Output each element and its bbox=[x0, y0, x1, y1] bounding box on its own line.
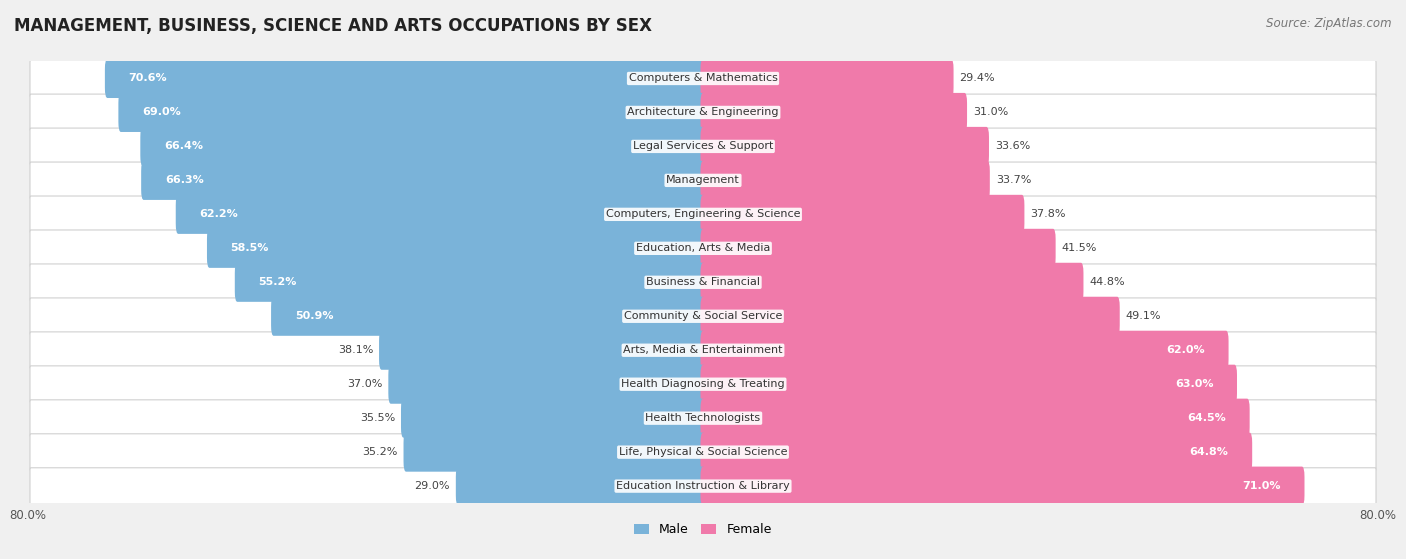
Text: 35.2%: 35.2% bbox=[363, 447, 398, 457]
FancyBboxPatch shape bbox=[235, 263, 706, 302]
Text: 37.8%: 37.8% bbox=[1031, 210, 1066, 219]
Text: Legal Services & Support: Legal Services & Support bbox=[633, 141, 773, 151]
FancyBboxPatch shape bbox=[30, 366, 1376, 402]
Text: 71.0%: 71.0% bbox=[1243, 481, 1281, 491]
FancyBboxPatch shape bbox=[700, 433, 1253, 472]
FancyBboxPatch shape bbox=[30, 468, 1376, 504]
FancyBboxPatch shape bbox=[700, 399, 1250, 438]
Text: 29.4%: 29.4% bbox=[959, 73, 995, 83]
Text: Business & Financial: Business & Financial bbox=[645, 277, 761, 287]
FancyBboxPatch shape bbox=[700, 297, 1119, 336]
FancyBboxPatch shape bbox=[30, 332, 1376, 368]
FancyBboxPatch shape bbox=[105, 59, 706, 98]
FancyBboxPatch shape bbox=[30, 162, 1376, 199]
Text: 33.6%: 33.6% bbox=[995, 141, 1031, 151]
Text: 66.3%: 66.3% bbox=[165, 176, 204, 186]
Text: Health Diagnosing & Treating: Health Diagnosing & Treating bbox=[621, 379, 785, 389]
Text: 69.0%: 69.0% bbox=[142, 107, 181, 117]
FancyBboxPatch shape bbox=[404, 433, 706, 472]
Text: Community & Social Service: Community & Social Service bbox=[624, 311, 782, 321]
Text: Health Technologists: Health Technologists bbox=[645, 413, 761, 423]
Text: 63.0%: 63.0% bbox=[1175, 379, 1213, 389]
FancyBboxPatch shape bbox=[700, 229, 1056, 268]
Text: Education, Arts & Media: Education, Arts & Media bbox=[636, 243, 770, 253]
FancyBboxPatch shape bbox=[141, 161, 706, 200]
FancyBboxPatch shape bbox=[401, 399, 706, 438]
Text: Arts, Media & Entertainment: Arts, Media & Entertainment bbox=[623, 345, 783, 355]
Text: 70.6%: 70.6% bbox=[128, 73, 167, 83]
Text: 33.7%: 33.7% bbox=[995, 176, 1031, 186]
Text: 62.0%: 62.0% bbox=[1167, 345, 1205, 355]
Text: 49.1%: 49.1% bbox=[1126, 311, 1161, 321]
Text: 58.5%: 58.5% bbox=[231, 243, 269, 253]
FancyBboxPatch shape bbox=[700, 195, 1025, 234]
FancyBboxPatch shape bbox=[388, 364, 706, 404]
Text: Source: ZipAtlas.com: Source: ZipAtlas.com bbox=[1267, 17, 1392, 30]
FancyBboxPatch shape bbox=[207, 229, 706, 268]
Legend: Male, Female: Male, Female bbox=[630, 518, 776, 541]
Text: 31.0%: 31.0% bbox=[973, 107, 1008, 117]
FancyBboxPatch shape bbox=[271, 297, 706, 336]
Text: Computers, Engineering & Science: Computers, Engineering & Science bbox=[606, 210, 800, 219]
Text: 62.2%: 62.2% bbox=[200, 210, 238, 219]
Text: Life, Physical & Social Science: Life, Physical & Social Science bbox=[619, 447, 787, 457]
FancyBboxPatch shape bbox=[30, 298, 1376, 335]
FancyBboxPatch shape bbox=[30, 196, 1376, 233]
Text: 37.0%: 37.0% bbox=[347, 379, 382, 389]
Text: 64.5%: 64.5% bbox=[1187, 413, 1226, 423]
Text: 66.4%: 66.4% bbox=[165, 141, 202, 151]
FancyBboxPatch shape bbox=[700, 161, 990, 200]
Text: Management: Management bbox=[666, 176, 740, 186]
FancyBboxPatch shape bbox=[700, 331, 1229, 369]
Text: 50.9%: 50.9% bbox=[295, 311, 333, 321]
Text: 55.2%: 55.2% bbox=[259, 277, 297, 287]
FancyBboxPatch shape bbox=[700, 59, 953, 98]
Text: 35.5%: 35.5% bbox=[360, 413, 395, 423]
Text: 64.8%: 64.8% bbox=[1189, 447, 1229, 457]
FancyBboxPatch shape bbox=[30, 400, 1376, 437]
Text: Education Instruction & Library: Education Instruction & Library bbox=[616, 481, 790, 491]
Text: 38.1%: 38.1% bbox=[337, 345, 373, 355]
FancyBboxPatch shape bbox=[30, 128, 1376, 165]
Text: 41.5%: 41.5% bbox=[1062, 243, 1097, 253]
FancyBboxPatch shape bbox=[700, 93, 967, 132]
Text: MANAGEMENT, BUSINESS, SCIENCE AND ARTS OCCUPATIONS BY SEX: MANAGEMENT, BUSINESS, SCIENCE AND ARTS O… bbox=[14, 17, 652, 35]
Text: Computers & Mathematics: Computers & Mathematics bbox=[628, 73, 778, 83]
FancyBboxPatch shape bbox=[456, 467, 706, 506]
Text: Architecture & Engineering: Architecture & Engineering bbox=[627, 107, 779, 117]
FancyBboxPatch shape bbox=[700, 467, 1305, 506]
FancyBboxPatch shape bbox=[118, 93, 706, 132]
FancyBboxPatch shape bbox=[380, 331, 706, 369]
FancyBboxPatch shape bbox=[30, 94, 1376, 131]
FancyBboxPatch shape bbox=[30, 434, 1376, 471]
FancyBboxPatch shape bbox=[176, 195, 706, 234]
FancyBboxPatch shape bbox=[30, 60, 1376, 97]
FancyBboxPatch shape bbox=[700, 127, 988, 166]
FancyBboxPatch shape bbox=[30, 264, 1376, 301]
FancyBboxPatch shape bbox=[700, 364, 1237, 404]
Text: 29.0%: 29.0% bbox=[415, 481, 450, 491]
FancyBboxPatch shape bbox=[30, 230, 1376, 267]
Text: 44.8%: 44.8% bbox=[1090, 277, 1125, 287]
FancyBboxPatch shape bbox=[700, 263, 1084, 302]
FancyBboxPatch shape bbox=[141, 127, 706, 166]
